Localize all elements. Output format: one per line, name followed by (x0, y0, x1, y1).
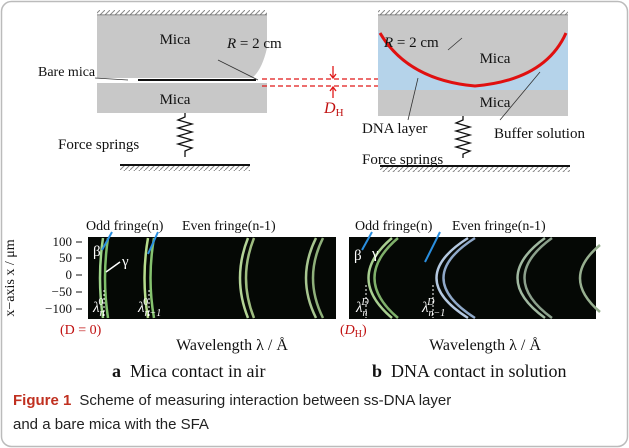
tick-label: 0 (66, 267, 73, 282)
label: Mica (160, 92, 191, 108)
figure-caption: and a bare mica with the SFA (13, 416, 209, 433)
axis-label: x−axis x / μm (3, 239, 18, 316)
tick-label: 100 (53, 234, 73, 249)
axis-label: Wavelength λ / Å (176, 336, 288, 354)
tick-label: −100 (45, 301, 72, 316)
label: R = 2 cm (226, 36, 282, 52)
fringe-image-a (88, 232, 336, 319)
label: γ (121, 254, 129, 270)
label: DNA layer (362, 121, 427, 137)
label: Even fringe(n-1) (182, 219, 276, 234)
label: γ (371, 246, 379, 262)
label: β (93, 244, 101, 260)
label: Buffer solution (494, 126, 585, 142)
label: Mica (480, 51, 511, 67)
label: Bare mica (38, 65, 96, 80)
tick-label: 50 (59, 250, 72, 265)
label: R = 2 cm (383, 35, 439, 51)
label: β (354, 248, 362, 264)
figure: Mica R = 2 cm Bare mica Mica Force sprin… (0, 0, 629, 448)
label: Odd fringe(n) (355, 219, 433, 234)
label: Force springs (362, 152, 443, 168)
label: (D = 0) (60, 323, 102, 338)
label: Force springs (58, 137, 139, 153)
axis-label: Wavelength λ / Å (429, 336, 541, 354)
label: λn0 (92, 297, 105, 319)
label: Mica (160, 32, 191, 48)
label: λnD (355, 297, 370, 319)
label: Even fringe(n-1) (452, 219, 546, 234)
tick-label: −50 (52, 284, 72, 299)
label: (DH) (340, 323, 367, 340)
fringe-image-b (349, 232, 600, 319)
label: Odd fringe(n) (86, 219, 164, 234)
label: Mica (480, 95, 511, 111)
